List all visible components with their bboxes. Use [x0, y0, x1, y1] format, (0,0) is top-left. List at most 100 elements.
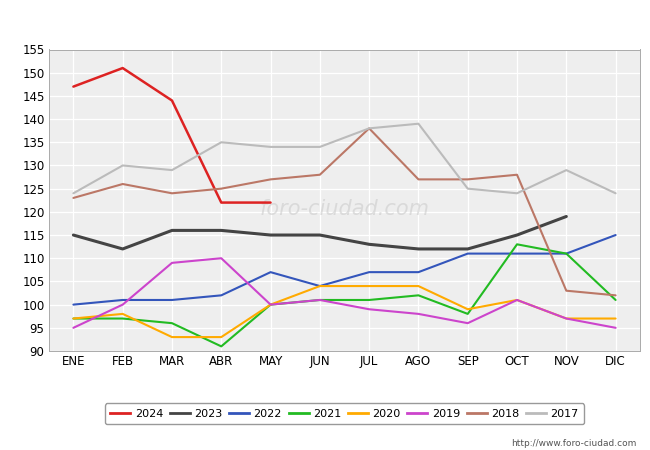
- 2023: [168, 228, 176, 233]
- 2018: [70, 195, 77, 201]
- 2019: [415, 311, 422, 317]
- 2023: [316, 232, 324, 238]
- 2021: [316, 297, 324, 303]
- 2021: [612, 297, 619, 303]
- 2020: [365, 284, 373, 289]
- 2023: [513, 232, 521, 238]
- 2019: [217, 256, 225, 261]
- 2020: [70, 316, 77, 321]
- 2018: [266, 177, 274, 182]
- Line: 2018: 2018: [73, 128, 616, 295]
- 2021: [266, 302, 274, 307]
- 2017: [316, 144, 324, 149]
- 2019: [513, 297, 521, 303]
- 2023: [70, 232, 77, 238]
- 2021: [513, 242, 521, 247]
- 2023: [266, 232, 274, 238]
- 2017: [365, 126, 373, 131]
- 2024: [266, 200, 274, 205]
- 2018: [513, 172, 521, 177]
- 2018: [217, 186, 225, 191]
- 2023: [119, 246, 127, 252]
- 2022: [365, 270, 373, 275]
- Text: http://www.foro-ciudad.com: http://www.foro-ciudad.com: [512, 439, 637, 448]
- 2021: [562, 251, 570, 256]
- Text: Afiliados en Bernuy de Porreros a 31/5/2024: Afiliados en Bernuy de Porreros a 31/5/2…: [148, 14, 502, 29]
- 2018: [168, 191, 176, 196]
- 2018: [365, 126, 373, 131]
- 2017: [119, 163, 127, 168]
- 2022: [316, 284, 324, 289]
- 2019: [316, 297, 324, 303]
- 2018: [316, 172, 324, 177]
- Line: 2022: 2022: [73, 235, 616, 305]
- Line: 2024: 2024: [73, 68, 270, 202]
- 2023: [415, 246, 422, 252]
- 2018: [612, 292, 619, 298]
- 2021: [365, 297, 373, 303]
- 2017: [415, 121, 422, 126]
- 2019: [365, 306, 373, 312]
- 2022: [415, 270, 422, 275]
- 2024: [217, 200, 225, 205]
- 2022: [612, 232, 619, 238]
- 2022: [119, 297, 127, 303]
- 2019: [562, 316, 570, 321]
- 2018: [562, 288, 570, 293]
- 2023: [217, 228, 225, 233]
- 2024: [168, 98, 176, 103]
- Legend: 2024, 2023, 2022, 2021, 2020, 2019, 2018, 2017: 2024, 2023, 2022, 2021, 2020, 2019, 2018…: [105, 403, 584, 424]
- 2017: [266, 144, 274, 149]
- 2021: [70, 316, 77, 321]
- 2021: [119, 316, 127, 321]
- 2022: [70, 302, 77, 307]
- 2019: [168, 260, 176, 265]
- Text: foro-ciudad.com: foro-ciudad.com: [259, 199, 430, 219]
- 2022: [217, 292, 225, 298]
- 2024: [119, 65, 127, 71]
- 2019: [70, 325, 77, 330]
- 2017: [562, 167, 570, 173]
- 2020: [316, 284, 324, 289]
- Line: 2017: 2017: [73, 124, 616, 194]
- 2022: [464, 251, 472, 256]
- 2023: [562, 214, 570, 219]
- Line: 2020: 2020: [73, 286, 616, 337]
- 2023: [464, 246, 472, 252]
- Line: 2023: 2023: [73, 216, 566, 249]
- 2020: [513, 297, 521, 303]
- 2020: [217, 334, 225, 340]
- 2020: [464, 306, 472, 312]
- 2022: [562, 251, 570, 256]
- Line: 2021: 2021: [73, 244, 616, 346]
- 2021: [415, 292, 422, 298]
- 2023: [365, 242, 373, 247]
- 2020: [266, 302, 274, 307]
- 2022: [513, 251, 521, 256]
- 2018: [415, 177, 422, 182]
- 2017: [217, 140, 225, 145]
- 2019: [119, 302, 127, 307]
- 2024: [70, 84, 77, 89]
- 2017: [612, 191, 619, 196]
- 2017: [168, 167, 176, 173]
- 2022: [266, 270, 274, 275]
- 2019: [612, 325, 619, 330]
- 2022: [168, 297, 176, 303]
- 2017: [70, 191, 77, 196]
- 2020: [562, 316, 570, 321]
- 2017: [464, 186, 472, 191]
- 2019: [266, 302, 274, 307]
- 2017: [513, 191, 521, 196]
- 2018: [119, 181, 127, 187]
- 2021: [168, 320, 176, 326]
- 2020: [415, 284, 422, 289]
- 2020: [119, 311, 127, 317]
- 2018: [464, 177, 472, 182]
- 2019: [464, 320, 472, 326]
- 2021: [217, 344, 225, 349]
- Line: 2019: 2019: [73, 258, 616, 328]
- 2020: [612, 316, 619, 321]
- 2020: [168, 334, 176, 340]
- 2021: [464, 311, 472, 317]
